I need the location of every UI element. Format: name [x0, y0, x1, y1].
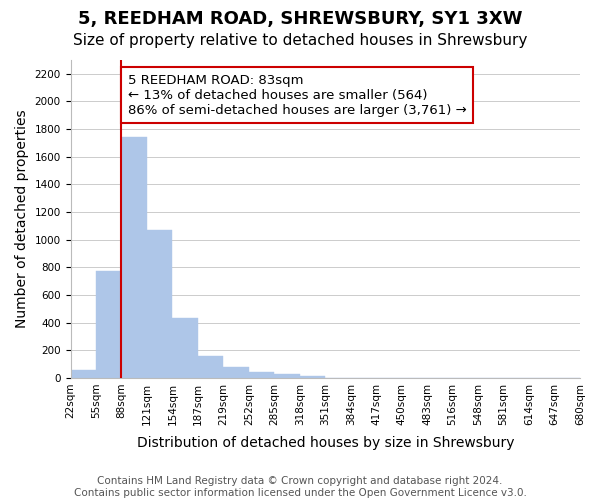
Bar	[198, 356, 223, 378]
Bar	[172, 318, 198, 378]
Bar	[71, 370, 96, 378]
Text: Contains HM Land Registry data © Crown copyright and database right 2024.
Contai: Contains HM Land Registry data © Crown c…	[74, 476, 526, 498]
Y-axis label: Number of detached properties: Number of detached properties	[15, 110, 29, 328]
Bar	[121, 136, 147, 378]
Text: Size of property relative to detached houses in Shrewsbury: Size of property relative to detached ho…	[73, 32, 527, 48]
Bar	[300, 376, 325, 378]
Text: 5, REEDHAM ROAD, SHREWSBURY, SY1 3XW: 5, REEDHAM ROAD, SHREWSBURY, SY1 3XW	[78, 10, 522, 28]
Bar	[274, 374, 300, 378]
Text: 5 REEDHAM ROAD: 83sqm
← 13% of detached houses are smaller (564)
86% of semi-det: 5 REEDHAM ROAD: 83sqm ← 13% of detached …	[128, 74, 467, 117]
Bar	[223, 367, 249, 378]
Bar	[249, 372, 274, 378]
Bar	[96, 272, 121, 378]
X-axis label: Distribution of detached houses by size in Shrewsbury: Distribution of detached houses by size …	[137, 436, 514, 450]
Bar	[147, 230, 172, 378]
